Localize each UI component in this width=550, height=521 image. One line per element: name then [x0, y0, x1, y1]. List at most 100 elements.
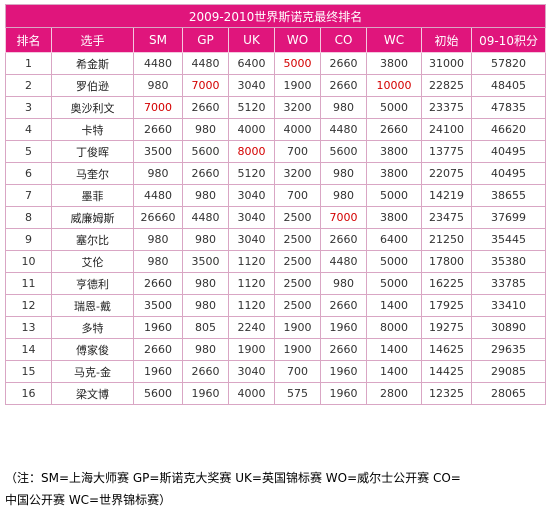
- rank-cell: 6: [5, 162, 52, 185]
- gp-cell: 5600: [182, 140, 229, 163]
- wc-cell: 2660: [366, 118, 422, 141]
- player-cell: 马克-金: [51, 360, 134, 383]
- co-cell: 2660: [320, 52, 367, 75]
- uk-cell: 6400: [228, 52, 275, 75]
- gp-cell: 980: [182, 118, 229, 141]
- initial-cell: 19275: [421, 316, 472, 339]
- sm-cell: 2660: [133, 338, 183, 361]
- co-cell: 980: [320, 272, 367, 295]
- rank-cell: 3: [5, 96, 52, 119]
- initial-cell: 14219: [421, 184, 472, 207]
- points-cell: 37699: [470, 206, 547, 229]
- uk-cell: 3040: [228, 74, 275, 97]
- wo-cell: 1900: [274, 74, 321, 97]
- uk-cell: 1120: [228, 272, 275, 295]
- wo-cell: 2500: [274, 250, 321, 273]
- wo-cell: 2500: [274, 294, 321, 317]
- gp-cell: 2660: [182, 162, 229, 185]
- sm-cell: 2660: [133, 118, 183, 141]
- player-cell: 马奎尔: [51, 162, 134, 185]
- wo-cell: 1900: [274, 338, 321, 361]
- table-row: 3 奥沙利文 7000 2660 5120 3200 980 5000 23375 47835: [5, 96, 547, 119]
- wo-cell: 575: [274, 382, 321, 405]
- initial-cell: 22075: [421, 162, 472, 185]
- rank-cell: 5: [5, 140, 52, 163]
- co-cell: 980: [320, 162, 367, 185]
- initial-cell: 16225: [421, 272, 472, 295]
- uk-cell: 3040: [228, 184, 275, 207]
- wo-cell: 5000: [274, 52, 321, 75]
- points-cell: 46620: [470, 118, 547, 141]
- wc-cell: 10000: [366, 74, 422, 97]
- ranking-table: 2009-2010世界斯诺克最终排名 排名 选手 SM GP UK WO CO …: [4, 4, 547, 405]
- table-row: 1 希金斯 4480 4480 6400 5000 2660 3800 31000 57820: [5, 52, 547, 75]
- footnote-line-1: （注：SM=上海大师赛 GP=斯诺克大奖赛 UK=英国锦标赛 WO=威尔士公开赛…: [5, 471, 461, 485]
- player-cell: 罗伯逊: [51, 74, 134, 97]
- wo-cell: 1900: [274, 316, 321, 339]
- points-cell: 35445: [470, 228, 547, 251]
- wo-cell: 2500: [274, 228, 321, 251]
- table-row: 4 卡特 2660 980 4000 4000 4480 2660 24100 46620: [5, 118, 547, 141]
- rank-cell: 16: [5, 382, 52, 405]
- rank-cell: 4: [5, 118, 52, 141]
- header-wo: WO: [274, 27, 321, 53]
- table-row: 12 瑞恩-戴 3500 980 1120 2500 2660 1400 17925 33410: [5, 294, 547, 317]
- wo-cell: 3200: [274, 162, 321, 185]
- player-cell: 多特: [51, 316, 134, 339]
- uk-cell: 5120: [228, 96, 275, 119]
- table-row: 8 威廉姆斯 26660 4480 3040 2500 7000 3800 23475 37699: [5, 206, 547, 229]
- uk-cell: 3040: [228, 206, 275, 229]
- initial-cell: 17800: [421, 250, 472, 273]
- sm-cell: 26660: [133, 206, 183, 229]
- player-cell: 塞尔比: [51, 228, 134, 251]
- player-cell: 瑞恩-戴: [51, 294, 134, 317]
- uk-cell: 1900: [228, 338, 275, 361]
- player-cell: 希金斯: [51, 52, 134, 75]
- co-cell: 4480: [320, 250, 367, 273]
- rank-cell: 8: [5, 206, 52, 229]
- wc-cell: 1400: [366, 338, 422, 361]
- wc-cell: 5000: [366, 96, 422, 119]
- points-cell: 40495: [470, 140, 547, 163]
- sm-cell: 3500: [133, 294, 183, 317]
- table-row: 7 墨菲 4480 980 3040 700 980 5000 14219 38655: [5, 184, 547, 207]
- header-player: 选手: [51, 27, 134, 53]
- initial-cell: 23375: [421, 96, 472, 119]
- gp-cell: 2660: [182, 96, 229, 119]
- rank-cell: 11: [5, 272, 52, 295]
- table-title: 2009-2010世界斯诺克最终排名: [4, 4, 547, 28]
- wo-cell: 700: [274, 360, 321, 383]
- player-cell: 傅家俊: [51, 338, 134, 361]
- rank-cell: 9: [5, 228, 52, 251]
- sm-cell: 980: [133, 250, 183, 273]
- table-row: 10 艾伦 980 3500 1120 2500 4480 5000 17800 35380: [5, 250, 547, 273]
- header-wc: WC: [366, 27, 422, 53]
- wc-cell: 3800: [366, 140, 422, 163]
- header-uk: UK: [228, 27, 275, 53]
- co-cell: 2660: [320, 74, 367, 97]
- player-cell: 卡特: [51, 118, 134, 141]
- co-cell: 1960: [320, 316, 367, 339]
- player-cell: 威廉姆斯: [51, 206, 134, 229]
- rank-cell: 2: [5, 74, 52, 97]
- rank-cell: 13: [5, 316, 52, 339]
- wo-cell: 3200: [274, 96, 321, 119]
- wo-cell: 700: [274, 184, 321, 207]
- points-cell: 30890: [470, 316, 547, 339]
- uk-cell: 5120: [228, 162, 275, 185]
- wc-cell: 3800: [366, 206, 422, 229]
- header-points: 09-10积分: [470, 27, 547, 53]
- wc-cell: 3800: [366, 52, 422, 75]
- rank-cell: 15: [5, 360, 52, 383]
- table-row: 14 傅家俊 2660 980 1900 1900 2660 1400 14625 29635: [5, 338, 547, 361]
- points-cell: 33410: [470, 294, 547, 317]
- points-cell: 47835: [470, 96, 547, 119]
- player-cell: 奥沙利文: [51, 96, 134, 119]
- co-cell: 980: [320, 96, 367, 119]
- gp-cell: 980: [182, 184, 229, 207]
- co-cell: 1960: [320, 382, 367, 405]
- header-rank: 排名: [5, 27, 52, 53]
- initial-cell: 17925: [421, 294, 472, 317]
- table-row: 13 多特 1960 805 2240 1900 1960 8000 19275 30890: [5, 316, 547, 339]
- co-cell: 5600: [320, 140, 367, 163]
